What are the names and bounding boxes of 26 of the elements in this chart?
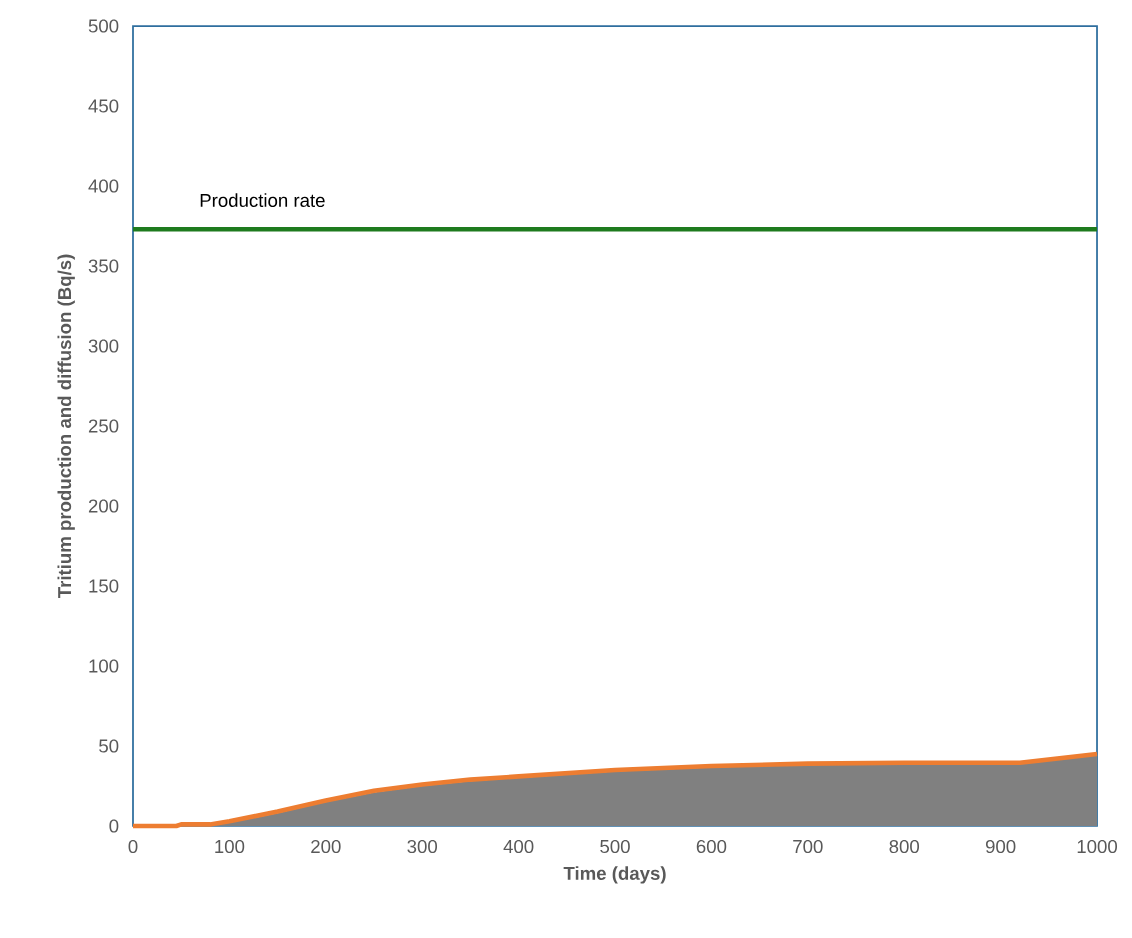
y-tick-label: 400 (88, 179, 119, 193)
x-tick-label: 300 (407, 839, 438, 854)
x-axis-title: Time (days) (563, 866, 666, 884)
y-tick-label: 500 (88, 19, 119, 33)
y-tick-label: 50 (99, 739, 119, 753)
y-tick-label: 100 (89, 659, 119, 673)
x-tick-label: 900 (985, 839, 1016, 854)
y-tick-label: 150 (89, 579, 119, 593)
ref-line-label: Production rate (200, 193, 325, 207)
y-axis-title: Tritium production and diffusion (Bq/s) (57, 254, 75, 599)
y-tick-label: 200 (88, 499, 119, 513)
y-tick-label: 350 (88, 259, 119, 273)
y-tick-label: 0 (109, 819, 119, 833)
y-tick-label: 250 (88, 419, 119, 433)
y-tick-label: 300 (88, 339, 119, 353)
y-tick-label: 450 (88, 99, 119, 113)
x-tick-label: 0 (128, 839, 138, 854)
x-tick-label: 200 (311, 839, 341, 854)
x-tick-label: 800 (889, 839, 920, 854)
line-series (130, 751, 1100, 829)
x-tick-label: 100 (215, 839, 245, 854)
x-tick-label: 600 (696, 839, 727, 854)
x-tick-label: 400 (503, 839, 534, 854)
x-tick-label: 500 (600, 839, 630, 854)
x-tick-label: 700 (793, 839, 823, 854)
x-tick-label: 1000 (1077, 839, 1118, 854)
